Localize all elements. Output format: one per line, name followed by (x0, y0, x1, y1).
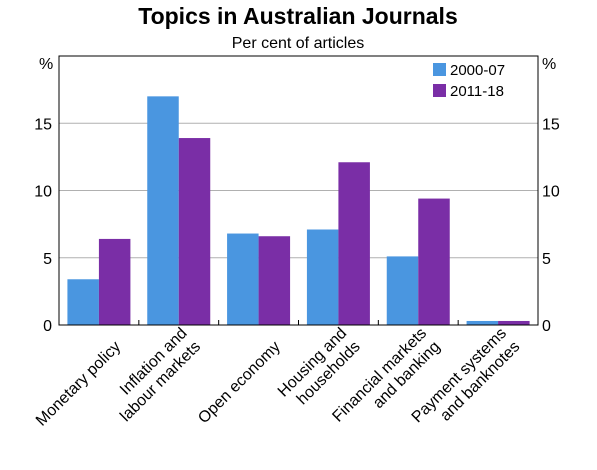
gridlines (59, 122, 538, 259)
y-tick-label-left: 15 (34, 116, 52, 133)
bar-2011-18-4 (418, 198, 450, 325)
y-tick-labels: 0 0 5 5 10 10 15 15 (34, 116, 560, 335)
y-tick-label-right: 15 (542, 116, 560, 133)
y-unit-right: % (542, 56, 556, 73)
bars (67, 96, 530, 325)
y-tick-label-right: 5 (542, 251, 551, 268)
bar-2000-07-1 (147, 96, 179, 325)
x-category-label-line: Open economy (195, 338, 284, 427)
legend-label: 2000-07 (450, 62, 505, 79)
bar-2011-18-2 (258, 236, 291, 325)
axis-ticks (138, 320, 459, 325)
chart-subtitle: Per cent of articles (232, 35, 365, 52)
x-category-label: Financial marketsand banking (329, 325, 443, 439)
y-unit-left: % (39, 56, 53, 73)
bar-2011-18-3 (338, 162, 370, 325)
x-category-label: Payment systemsand banknotes (409, 325, 524, 440)
legend-swatch (433, 63, 446, 76)
bar-2000-07-2 (227, 233, 259, 325)
bar-2000-07-5 (466, 320, 499, 325)
bar-2000-07-3 (306, 229, 339, 325)
legend-swatch (433, 84, 446, 97)
y-tick-label-right: 0 (542, 318, 551, 335)
y-tick-label-left: 10 (34, 184, 52, 201)
x-category-label: Monetary policy (33, 338, 124, 429)
x-category-label: Inflation andlabour markets (104, 325, 204, 425)
legend-label: 2011-18 (450, 83, 504, 100)
bar-2000-07-0 (67, 279, 99, 325)
chart-title: Topics in Australian Journals (138, 3, 458, 29)
bar-2011-18-5 (498, 320, 530, 325)
x-category-label: Open economy (195, 338, 284, 427)
bar-2000-07-4 (386, 256, 419, 325)
y-tick-label-left: 5 (43, 251, 52, 268)
bar-2011-18-0 (98, 238, 131, 325)
y-tick-label-right: 10 (542, 184, 560, 201)
x-category-label-line: Monetary policy (33, 338, 124, 429)
legend: 2000-07 2011-18 (433, 62, 505, 100)
y-tick-label-left: 0 (43, 318, 52, 335)
bar-2011-18-1 (178, 138, 211, 325)
